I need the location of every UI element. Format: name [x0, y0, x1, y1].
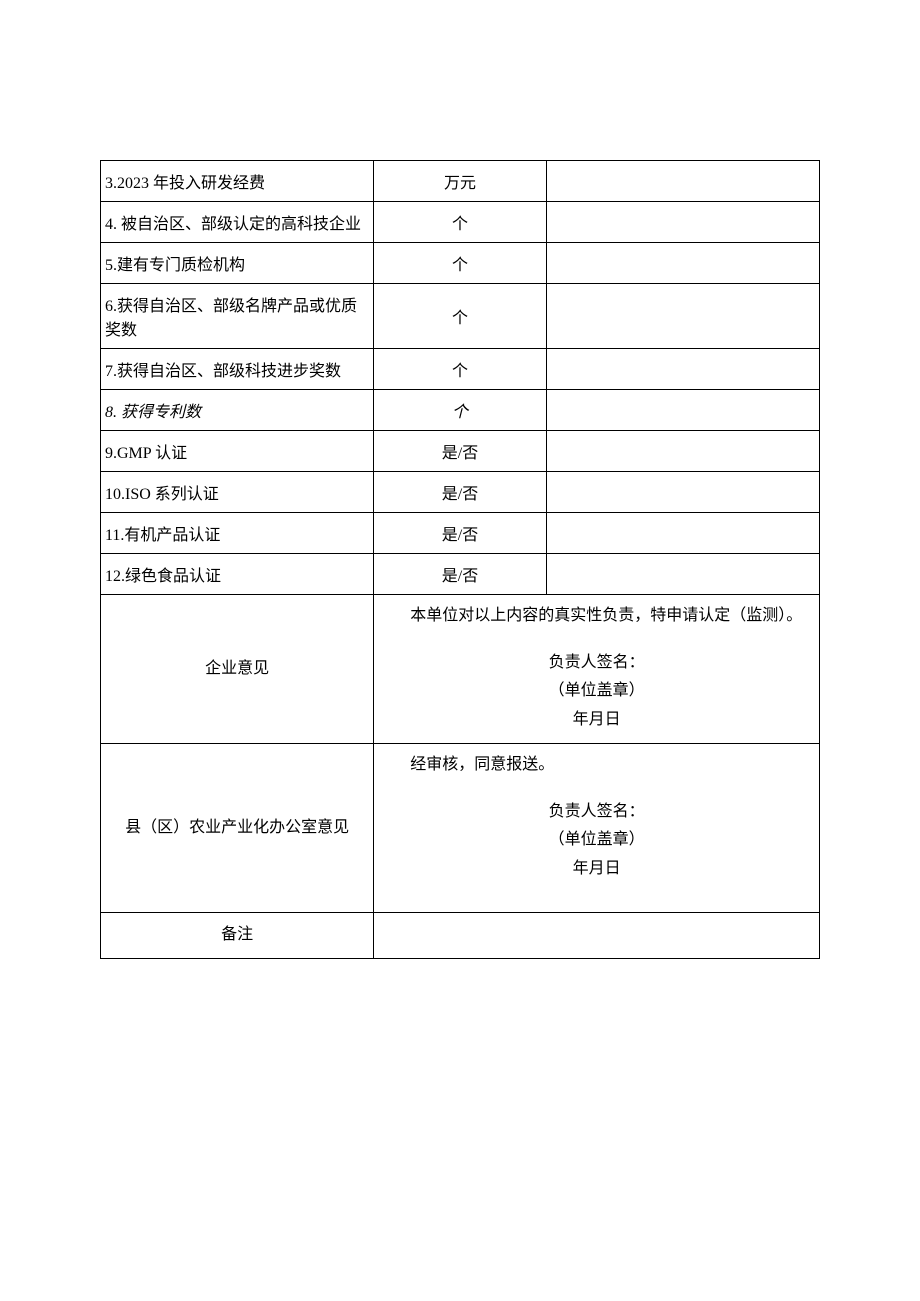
row-label: 7.获得自治区、部级科技进步奖数 [101, 349, 374, 390]
row-unit: 个 [374, 390, 547, 431]
remark-row: 备注 [101, 912, 820, 958]
row-label: 5.建有专门质检机构 [101, 243, 374, 284]
row-label: 11.有机产品认证 [101, 513, 374, 554]
form-table: 3.2023 年投入研发经费万元4. 被自治区、部级认定的高科技企业个5.建有专… [100, 160, 820, 959]
row-value [546, 431, 819, 472]
county-opinion-row: 县（区）农业产业化办公室意见 经审核，同意报送。 负责人签名： （单位盖章） 年… [101, 743, 820, 912]
table-row: 3.2023 年投入研发经费万元 [101, 161, 820, 202]
row-value [546, 243, 819, 284]
table-row: 9.GMP 认证是/否 [101, 431, 820, 472]
row-unit: 是/否 [374, 472, 547, 513]
row-value [546, 161, 819, 202]
county-opinion-content: 经审核，同意报送。 负责人签名： （单位盖章） 年月日 [374, 743, 820, 912]
table-row: 7.获得自治区、部级科技进步奖数个 [101, 349, 820, 390]
row-label: 12.绿色食品认证 [101, 554, 374, 595]
row-unit: 个 [374, 243, 547, 284]
table-row: 4. 被自治区、部级认定的高科技企业个 [101, 202, 820, 243]
table-row: 5.建有专门质检机构个 [101, 243, 820, 284]
enterprise-signature-block: 负责人签名： （单位盖章） 年月日 [378, 649, 815, 735]
county-signer-label: 负责人签名： [378, 798, 815, 827]
county-date-label: 年月日 [378, 855, 815, 884]
row-unit: 个 [374, 349, 547, 390]
row-value [546, 513, 819, 554]
table-row: 6.获得自治区、部级名牌产品或优质奖数个 [101, 284, 820, 349]
table-row: 8. 获得专利数个 [101, 390, 820, 431]
enterprise-date-label: 年月日 [378, 706, 815, 735]
row-label: 3.2023 年投入研发经费 [101, 161, 374, 202]
row-value [546, 202, 819, 243]
enterprise-opinion-label: 企业意见 [101, 595, 374, 744]
table-row: 10.ISO 系列认证是/否 [101, 472, 820, 513]
county-opinion-label: 县（区）农业产业化办公室意见 [101, 743, 374, 912]
spacer [378, 884, 815, 904]
row-unit: 是/否 [374, 554, 547, 595]
row-label: 9.GMP 认证 [101, 431, 374, 472]
enterprise-signer-label: 负责人签名： [378, 649, 815, 678]
row-label: 4. 被自治区、部级认定的高科技企业 [101, 202, 374, 243]
row-value [546, 390, 819, 431]
county-seal-label: （单位盖章） [378, 826, 815, 855]
row-unit: 个 [374, 284, 547, 349]
county-declaration: 经审核，同意报送。 [378, 752, 815, 778]
table-row: 11.有机产品认证是/否 [101, 513, 820, 554]
enterprise-declaration: 本单位对以上内容的真实性负责，特申请认定（监测）。 [378, 603, 815, 629]
row-unit: 个 [374, 202, 547, 243]
enterprise-seal-label: （单位盖章） [378, 677, 815, 706]
row-unit: 是/否 [374, 431, 547, 472]
row-value [546, 554, 819, 595]
row-label: 10.ISO 系列认证 [101, 472, 374, 513]
row-unit: 是/否 [374, 513, 547, 554]
row-value [546, 349, 819, 390]
enterprise-opinion-content: 本单位对以上内容的真实性负责，特申请认定（监测）。 负责人签名： （单位盖章） … [374, 595, 820, 744]
row-label: 6.获得自治区、部级名牌产品或优质奖数 [101, 284, 374, 349]
remark-label: 备注 [101, 912, 374, 958]
row-unit: 万元 [374, 161, 547, 202]
county-signature-block: 负责人签名： （单位盖章） 年月日 [378, 798, 815, 884]
table-row: 12.绿色食品认证是/否 [101, 554, 820, 595]
enterprise-opinion-row: 企业意见 本单位对以上内容的真实性负责，特申请认定（监测）。 负责人签名： （单… [101, 595, 820, 744]
remark-content [374, 912, 820, 958]
row-label: 8. 获得专利数 [101, 390, 374, 431]
row-value [546, 284, 819, 349]
row-value [546, 472, 819, 513]
